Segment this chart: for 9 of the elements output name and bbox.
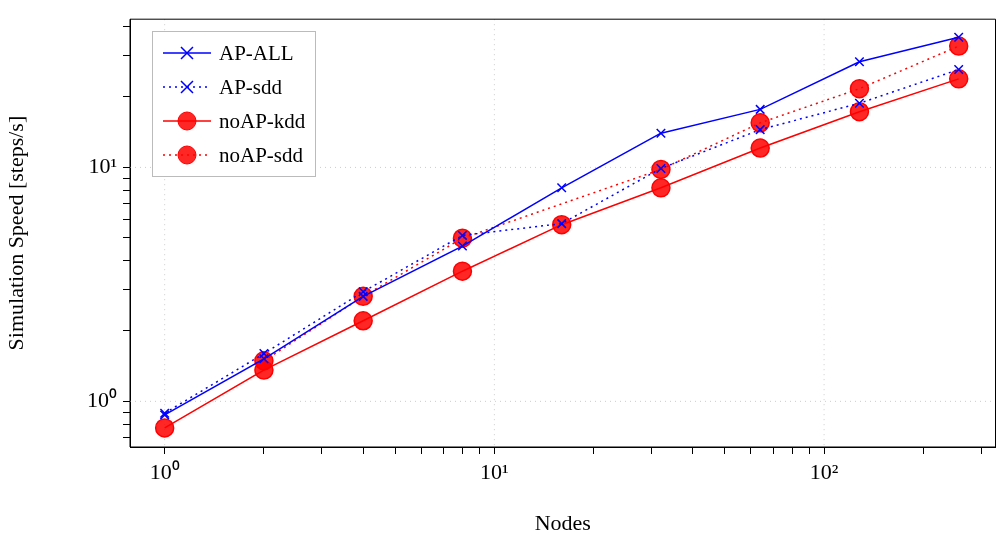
x-tick-label: 10⁰: [149, 458, 180, 484]
x-axis-title: Nodes: [534, 509, 591, 535]
legend-label: noAP-kdd: [219, 108, 306, 134]
legend-label: AP-sdd: [219, 74, 283, 100]
legend-label: AP-ALL: [219, 40, 294, 66]
y-axis-title: Simulation Speed [steps/s]: [2, 115, 28, 351]
legend-label: noAP-sdd: [219, 142, 304, 168]
x-tick-label: 10¹: [480, 458, 509, 484]
x-tick-label: 10²: [809, 458, 839, 484]
